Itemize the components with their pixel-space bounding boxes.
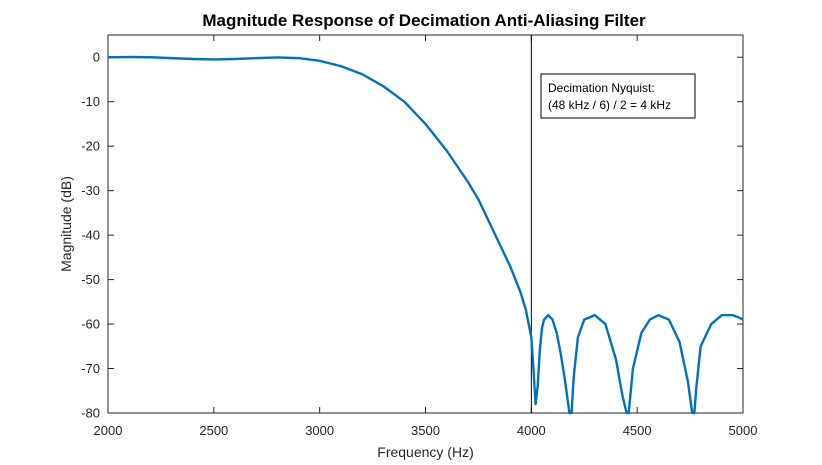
annotation-line-2: (48 kHz / 6) / 2 = 4 kHz: [548, 98, 671, 112]
nyquist-annotation: Decimation Nyquist: (48 kHz / 6) / 2 = 4…: [540, 73, 696, 119]
y-tick-label-4: -40: [81, 228, 100, 243]
x-tick-label-1: 2500: [199, 423, 228, 438]
y-axis-label: Magnitude (dB): [58, 176, 74, 272]
y-tick-label-8: -80: [81, 406, 100, 421]
annotation-line-1: Decimation Nyquist:: [548, 81, 655, 95]
x-axis: 2000 2500 3000 3500 4000 4500 5000: [94, 35, 758, 438]
y-tick-label-7: -70: [81, 361, 100, 376]
x-tick-label-4: 4000: [517, 423, 546, 438]
x-tick-label-6: 5000: [729, 423, 758, 438]
x-axis-label: Frequency (Hz): [377, 444, 473, 460]
x-tick-label-2: 3000: [305, 423, 334, 438]
y-tick-label-5: -50: [81, 272, 100, 287]
x-tick-label-5: 4500: [623, 423, 652, 438]
annotation-box: [540, 73, 696, 119]
x-tick-label-0: 2000: [94, 423, 123, 438]
y-tick-label-6: -60: [81, 317, 100, 332]
y-axis: 0 -10 -20 -30 -40 -50 -60 -70 -80: [81, 50, 743, 421]
y-tick-label-1: -10: [81, 94, 100, 109]
y-tick-label-3: -30: [81, 183, 100, 198]
y-tick-label-0: 0: [93, 50, 100, 65]
magnitude-response-line: [107, 55, 744, 415]
y-tick-label-2: -20: [81, 139, 100, 154]
x-tick-label-3: 3500: [411, 423, 440, 438]
chart-title: Magnitude Response of Decimation Anti-Al…: [202, 11, 646, 30]
